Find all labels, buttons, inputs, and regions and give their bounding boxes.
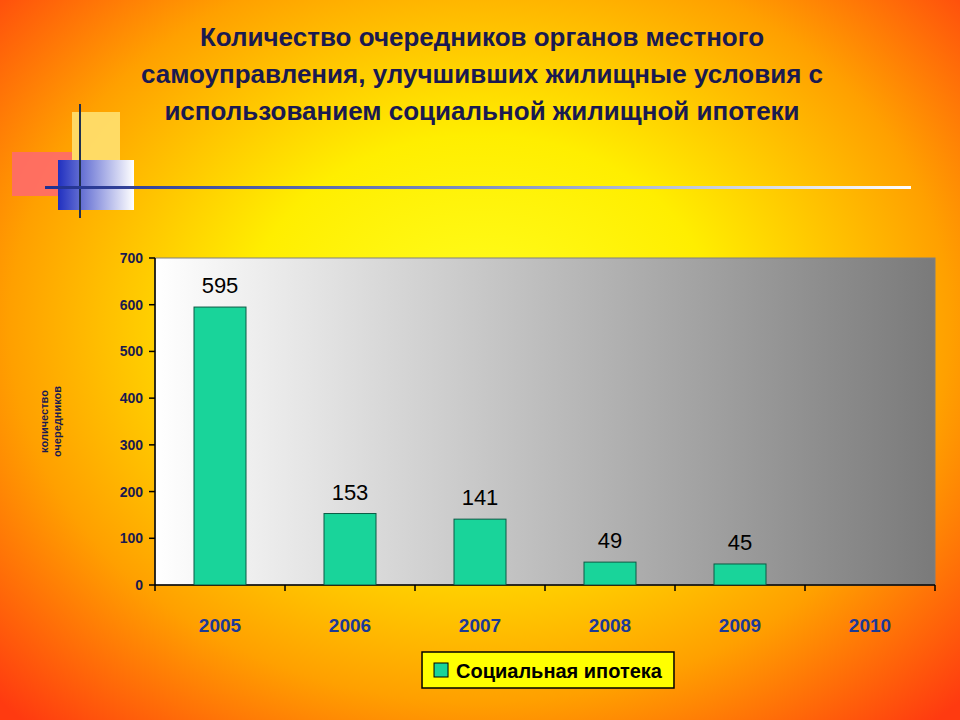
y-tick [149,397,155,399]
bar [584,562,636,585]
title-line: использованием социальной жилищной ипоте… [164,96,799,126]
deco-line [45,186,911,189]
y-tick [149,491,155,493]
bar [454,519,506,585]
y-tick-label: 500 [120,343,144,359]
x-tick-label: 2006 [329,615,371,636]
bar [194,307,246,585]
x-tick [544,585,546,591]
y-axis [154,258,156,585]
x-tick-label: 2009 [719,615,761,636]
x-tick [804,585,806,591]
y-tick [149,257,155,259]
x-tick-label: 2007 [459,615,501,636]
title-line: Количество очередников органов местного [200,22,764,52]
data-label: 153 [332,480,369,505]
chart: Количество очередников органов местного с… [0,0,960,720]
y-tick [149,444,155,446]
y-tick-label: 200 [120,484,144,500]
x-tick [284,585,286,591]
y-tick-label: 600 [120,297,144,313]
y-tick [149,538,155,540]
title: Количество очередников органов местного с… [141,22,823,126]
y-tick-label: 0 [135,577,143,593]
y-tick [149,351,155,353]
y-axis-title-line: количество [38,390,50,453]
data-labels: 595 153 141 49 45 [202,273,753,555]
legend: Социальная ипотека [422,652,674,688]
x-tick [674,585,676,591]
x-tick [934,585,936,591]
deco-line [79,104,81,218]
bar [324,514,376,585]
data-label: 141 [462,485,499,510]
y-tick-label: 300 [120,437,144,453]
legend-box [422,652,674,688]
y-tick-label: 700 [120,250,144,266]
y-tick [149,304,155,306]
y-tick-label: 100 [120,530,144,546]
title-line: самоуправления, улучшивших жилищные усло… [141,59,823,89]
data-label: 49 [598,528,622,553]
plot-area [155,258,935,585]
y-tick-label: 400 [120,390,144,406]
x-tick-label: 2005 [199,615,242,636]
y-tick [149,584,155,586]
x-tick [154,585,156,591]
legend-label: Социальная ипотека [456,660,663,682]
y-axis-title: количествоочередников [38,386,63,457]
x-tick-label: 2010 [849,615,891,636]
bar [714,564,766,585]
x-tick [414,585,416,591]
legend-swatch [434,663,448,677]
data-label: 595 [202,273,239,298]
x-tick-label: 2008 [589,615,631,636]
y-axis-title-line: очередников [51,386,63,457]
deco-square [58,160,134,210]
bars [194,307,766,585]
data-label: 45 [728,530,752,555]
